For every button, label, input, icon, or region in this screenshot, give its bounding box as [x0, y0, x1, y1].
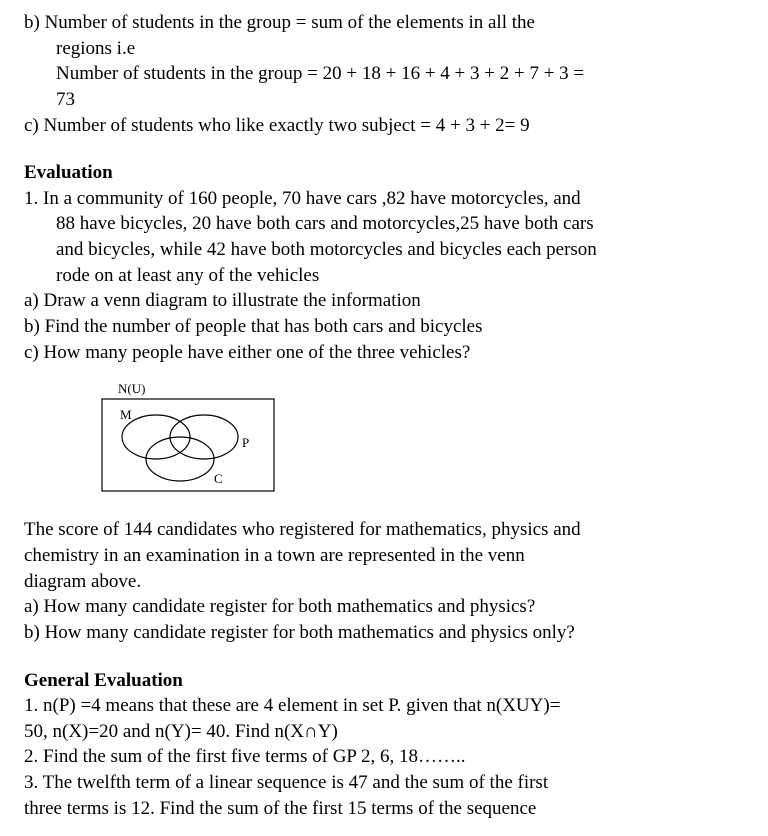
eval-c: c) How many people have either one of th… [24, 340, 744, 366]
gen-q3-l1: 3. The twelfth term of a linear sequence… [24, 770, 744, 796]
post-venn-b: b) How many candidate register for both … [24, 620, 744, 646]
item-b-l3: Number of students in the group = 20 + 1… [24, 61, 744, 87]
venn-label-p: P [242, 435, 249, 450]
item-c: c) Number of students who like exactly t… [24, 113, 744, 139]
item-b-l1: b) Number of students in the group = sum… [24, 10, 744, 36]
eval-q1-l1: 1. In a community of 160 people, 70 have… [24, 186, 744, 212]
venn-label-c: C [214, 471, 223, 486]
post-venn-a: a) How many candidate register for both … [24, 594, 744, 620]
post-venn-l2: chemistry in an examination in a town ar… [24, 543, 744, 569]
eval-q1-l3: and bicycles, while 42 have both motorcy… [24, 237, 744, 263]
eval-b: b) Find the number of people that has bo… [24, 314, 744, 340]
venn-diagram: N(U) M P C [84, 379, 744, 499]
venn-label-m: M [120, 407, 132, 422]
page-content: b) Number of students in the group = sum… [0, 0, 768, 831]
item-b-l2: regions i.e [24, 36, 744, 62]
gen-q1-l2: 50, n(X)=20 and n(Y)= 40. Find n(X∩Y) [24, 719, 744, 745]
gen-q1-l1: 1. n(P) =4 means that these are 4 elemen… [24, 693, 744, 719]
gen-q2: 2. Find the sum of the first five terms … [24, 744, 744, 770]
venn-label-nu: N(U) [118, 381, 145, 396]
eval-a: a) Draw a venn diagram to illustrate the… [24, 288, 744, 314]
general-heading: General Evaluation [24, 668, 744, 694]
eval-q1-l2: 88 have bicycles, 20 have both cars and … [24, 211, 744, 237]
post-venn-l1: The score of 144 candidates who register… [24, 517, 744, 543]
item-b-l4: 73 [24, 87, 744, 113]
eval-q1-l4: rode on at least any of the vehicles [24, 263, 744, 289]
gen-q3-l2: three terms is 12. Find the sum of the f… [24, 796, 744, 822]
post-venn-l3: diagram above. [24, 569, 744, 595]
evaluation-heading: Evaluation [24, 160, 744, 186]
